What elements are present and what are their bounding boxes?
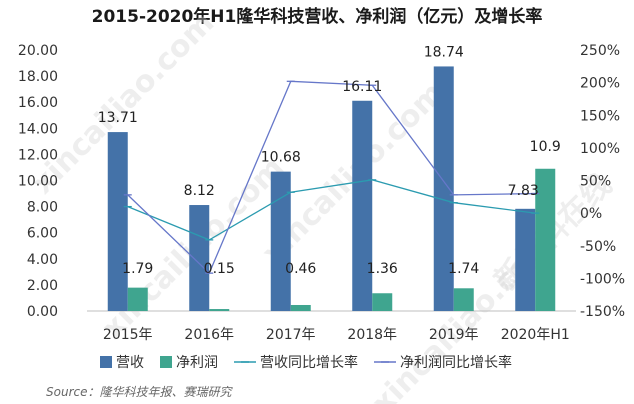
left-tick-label: 8.00 [27, 200, 58, 216]
left-tick-label: 16.00 [18, 95, 58, 111]
net-profit-bar [127, 287, 148, 311]
revenue-data-label: 13.71 [98, 110, 138, 126]
legend-label: 营收同比增长率 [260, 354, 358, 371]
legend-swatch [160, 356, 172, 368]
left-tick-label: 6.00 [27, 226, 58, 242]
left-tick-label: 18.00 [18, 69, 58, 85]
right-tick-label: 50% [580, 174, 611, 190]
right-tick-label: -100% [580, 271, 625, 287]
net-profit-bar [453, 288, 474, 311]
revenue-bar [352, 100, 373, 312]
net-profit-bar [290, 304, 311, 311]
net-profit-data-label: 1.36 [367, 261, 398, 277]
revenue-data-label: 8.12 [184, 183, 215, 199]
left-tick-label: 14.00 [18, 121, 58, 137]
revenue-data-label: 18.74 [424, 44, 464, 60]
revenue-data-label: 7.83 [508, 183, 539, 199]
right-tick-label: 150% [580, 108, 620, 124]
x-tick-label: 2016年 [184, 327, 234, 343]
left-tick-label: 12.00 [18, 147, 58, 163]
right-axis: 250% 200% 150% 100% 50% 0% -50% -100% -150% [580, 43, 625, 320]
x-tick-label: 2019年 [429, 327, 479, 343]
x-tick-label: 2018年 [347, 327, 397, 343]
source-note: Source：隆华科技年报、赛瑞研究 [46, 385, 233, 399]
x-tick-label: 2020年H1 [501, 327, 570, 343]
right-tick-label: 250% [580, 43, 620, 59]
bars [107, 66, 556, 312]
data-labels: 13.71 8.12 10.68 16.11 18.74 7.83 1.79 0.15 0.46… [98, 44, 561, 277]
x-axis: 2015年 2016年 2017年 2018年 2019年 2020年H1 [103, 327, 570, 343]
right-tick-label: -50% [580, 239, 616, 255]
legend-swatch [100, 356, 112, 368]
revenue-bar [515, 208, 536, 311]
left-tick-label: 0.00 [27, 304, 58, 320]
chart-title: 2015-2020年H1隆华科技营收、净利润（亿元）及增长率 [92, 6, 543, 27]
net-profit-data-label: 1.74 [448, 261, 479, 277]
legend: 营收 净利润 营收同比增长率 净利润同比增长率 [100, 354, 512, 371]
net-profit-data-label: 1.79 [122, 261, 153, 277]
left-tick-label: 20.00 [18, 43, 58, 59]
net-profit-data-label: 0.15 [204, 261, 235, 277]
net-profit-bar [535, 168, 556, 311]
left-tick-label: 4.00 [27, 252, 58, 268]
net-profit-bar [209, 309, 230, 311]
legend-label: 净利润同比增长率 [400, 354, 512, 371]
right-tick-label: -150% [580, 304, 625, 320]
revenue-bar [270, 171, 291, 311]
right-tick-label: 100% [580, 141, 620, 157]
revenue-growth-line [127, 179, 536, 241]
net-profit-data-label: 0.46 [285, 261, 316, 277]
x-tick-label: 2017年 [266, 327, 316, 343]
x-tick-label: 2015年 [103, 327, 153, 343]
revenue-bar [107, 132, 128, 311]
net-profit-bar [372, 293, 393, 311]
revenue-bar [189, 205, 210, 311]
lines [123, 80, 540, 275]
legend-label: 净利润 [176, 355, 218, 371]
legend-label: 营收 [116, 355, 144, 371]
revenue-data-label: 16.11 [342, 79, 382, 95]
left-tick-label: 10.00 [18, 174, 58, 190]
right-tick-label: 0% [580, 206, 602, 222]
right-tick-label: 200% [580, 76, 620, 92]
revenue-data-label: 10.68 [261, 150, 301, 166]
left-tick-label: 2.00 [27, 278, 58, 294]
revenue-bar [433, 66, 454, 312]
net-profit-growth-line [127, 80, 536, 275]
left-axis: 20.00 18.00 16.00 14.00 12.00 10.00 8.00 6.00 4.… [18, 43, 58, 320]
net-profit-data-label: 10.9 [530, 139, 561, 155]
